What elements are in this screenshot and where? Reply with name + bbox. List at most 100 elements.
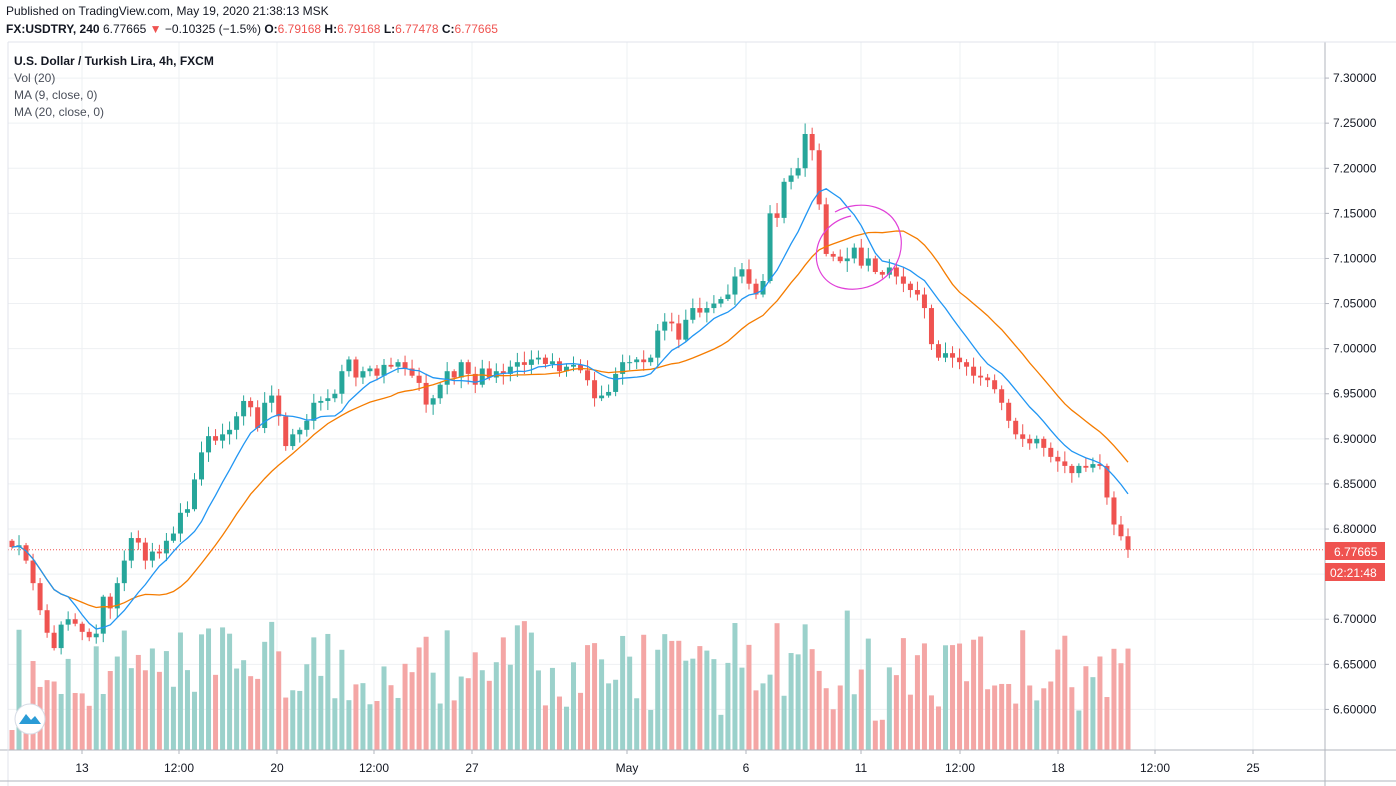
volume-bar xyxy=(641,634,647,750)
candlesticks xyxy=(9,123,1131,655)
candle-body xyxy=(655,330,661,358)
volume-bar xyxy=(79,693,85,750)
volume-bar xyxy=(935,706,941,750)
volume-bar xyxy=(816,670,822,750)
candle-body xyxy=(500,371,506,374)
candle-body xyxy=(739,269,745,277)
candle-body xyxy=(142,542,148,561)
volume-bar xyxy=(311,637,317,750)
y-tick-label: 7.05000 xyxy=(1333,297,1377,311)
volume-bar xyxy=(318,675,324,750)
volume-bar xyxy=(985,689,991,750)
y-tick-label: 6.85000 xyxy=(1333,477,1377,491)
candle-body xyxy=(788,175,794,182)
candle-body xyxy=(381,364,387,376)
volume-bar xyxy=(753,690,759,750)
candle-body xyxy=(725,294,731,300)
volume-bar xyxy=(627,656,633,750)
candle-body xyxy=(472,373,478,385)
ma9-line xyxy=(11,188,1129,630)
symbol-label: FX:USDTRY, 240 xyxy=(6,22,100,36)
candle-body xyxy=(535,357,541,360)
volume-bar xyxy=(184,670,190,750)
svg-text:6.77665: 6.77665 xyxy=(1334,545,1378,559)
candle-body xyxy=(999,389,1005,403)
candle-body xyxy=(928,308,934,345)
candle-body xyxy=(507,366,513,374)
candle-body xyxy=(325,398,331,401)
high-value: 6.79168 xyxy=(337,22,381,36)
candle-body xyxy=(641,359,647,363)
y-tick-label: 7.15000 xyxy=(1333,206,1377,220)
last-price: 6.77665 xyxy=(102,22,147,36)
volume-bar xyxy=(725,662,731,750)
volume-bar xyxy=(227,633,233,750)
volume-bar xyxy=(170,686,176,750)
volume-bar xyxy=(500,637,506,750)
volume-bar xyxy=(409,672,415,750)
volume-bar xyxy=(16,629,22,750)
y-tick-label: 6.70000 xyxy=(1333,612,1377,626)
candle-body xyxy=(107,596,113,609)
volume-bar xyxy=(592,643,598,750)
volume-bar xyxy=(781,695,787,750)
volume-bars xyxy=(9,610,1131,750)
candle-body xyxy=(893,267,899,277)
candle-body xyxy=(992,380,998,390)
volume-bar xyxy=(809,649,815,750)
candle-body xyxy=(135,538,141,543)
volume-bar xyxy=(563,706,569,750)
candle-body xyxy=(1013,420,1019,435)
open-value: 6.79168 xyxy=(277,22,322,36)
candle-body xyxy=(620,362,626,374)
volume-bar xyxy=(535,670,541,750)
candle-body xyxy=(606,391,612,396)
candle-body xyxy=(430,398,436,405)
candle-body xyxy=(332,393,338,399)
volume-bar xyxy=(367,704,373,750)
candle-body xyxy=(86,631,92,638)
candle-body xyxy=(486,368,492,378)
volume-bar xyxy=(93,646,99,750)
volume-bar xyxy=(507,664,513,750)
candle-body xyxy=(1034,438,1040,444)
x-tick-label: May xyxy=(616,761,639,775)
candle-body xyxy=(163,540,169,554)
volume-bar xyxy=(381,666,387,750)
candle-body xyxy=(950,353,956,358)
volume-bar xyxy=(950,645,956,750)
ma20-line xyxy=(11,230,1129,609)
candle-body xyxy=(311,402,317,421)
candle-body xyxy=(865,258,871,266)
volume-bar xyxy=(332,698,338,750)
low-label: L: xyxy=(383,22,396,36)
volume-bar xyxy=(444,630,450,750)
volume-bar xyxy=(44,680,50,750)
candle-body xyxy=(388,364,394,367)
candle-body xyxy=(844,258,850,262)
volume-bar xyxy=(992,685,998,750)
volume-bar xyxy=(304,664,310,750)
candle-body xyxy=(51,632,57,649)
chart-title: U.S. Dollar / Turkish Lira, 4h, FXCM xyxy=(14,54,214,68)
candle-body xyxy=(297,429,303,435)
candle-body xyxy=(907,283,913,291)
candle-body xyxy=(823,204,829,254)
candle-body xyxy=(746,269,752,284)
volume-bar xyxy=(339,649,345,750)
candle-body xyxy=(760,281,766,295)
volume-bar xyxy=(823,688,829,750)
volume-bar xyxy=(858,669,864,750)
candle-body xyxy=(774,213,780,218)
candle-body xyxy=(795,168,801,176)
volume-bar xyxy=(479,670,485,750)
candle-body xyxy=(423,382,429,405)
volume-bar xyxy=(971,639,977,750)
volume-bar xyxy=(837,685,843,750)
volume-bar xyxy=(374,701,380,750)
candle-body xyxy=(585,370,591,381)
x-tick-label: 6 xyxy=(743,761,750,775)
candle-body xyxy=(9,540,15,548)
